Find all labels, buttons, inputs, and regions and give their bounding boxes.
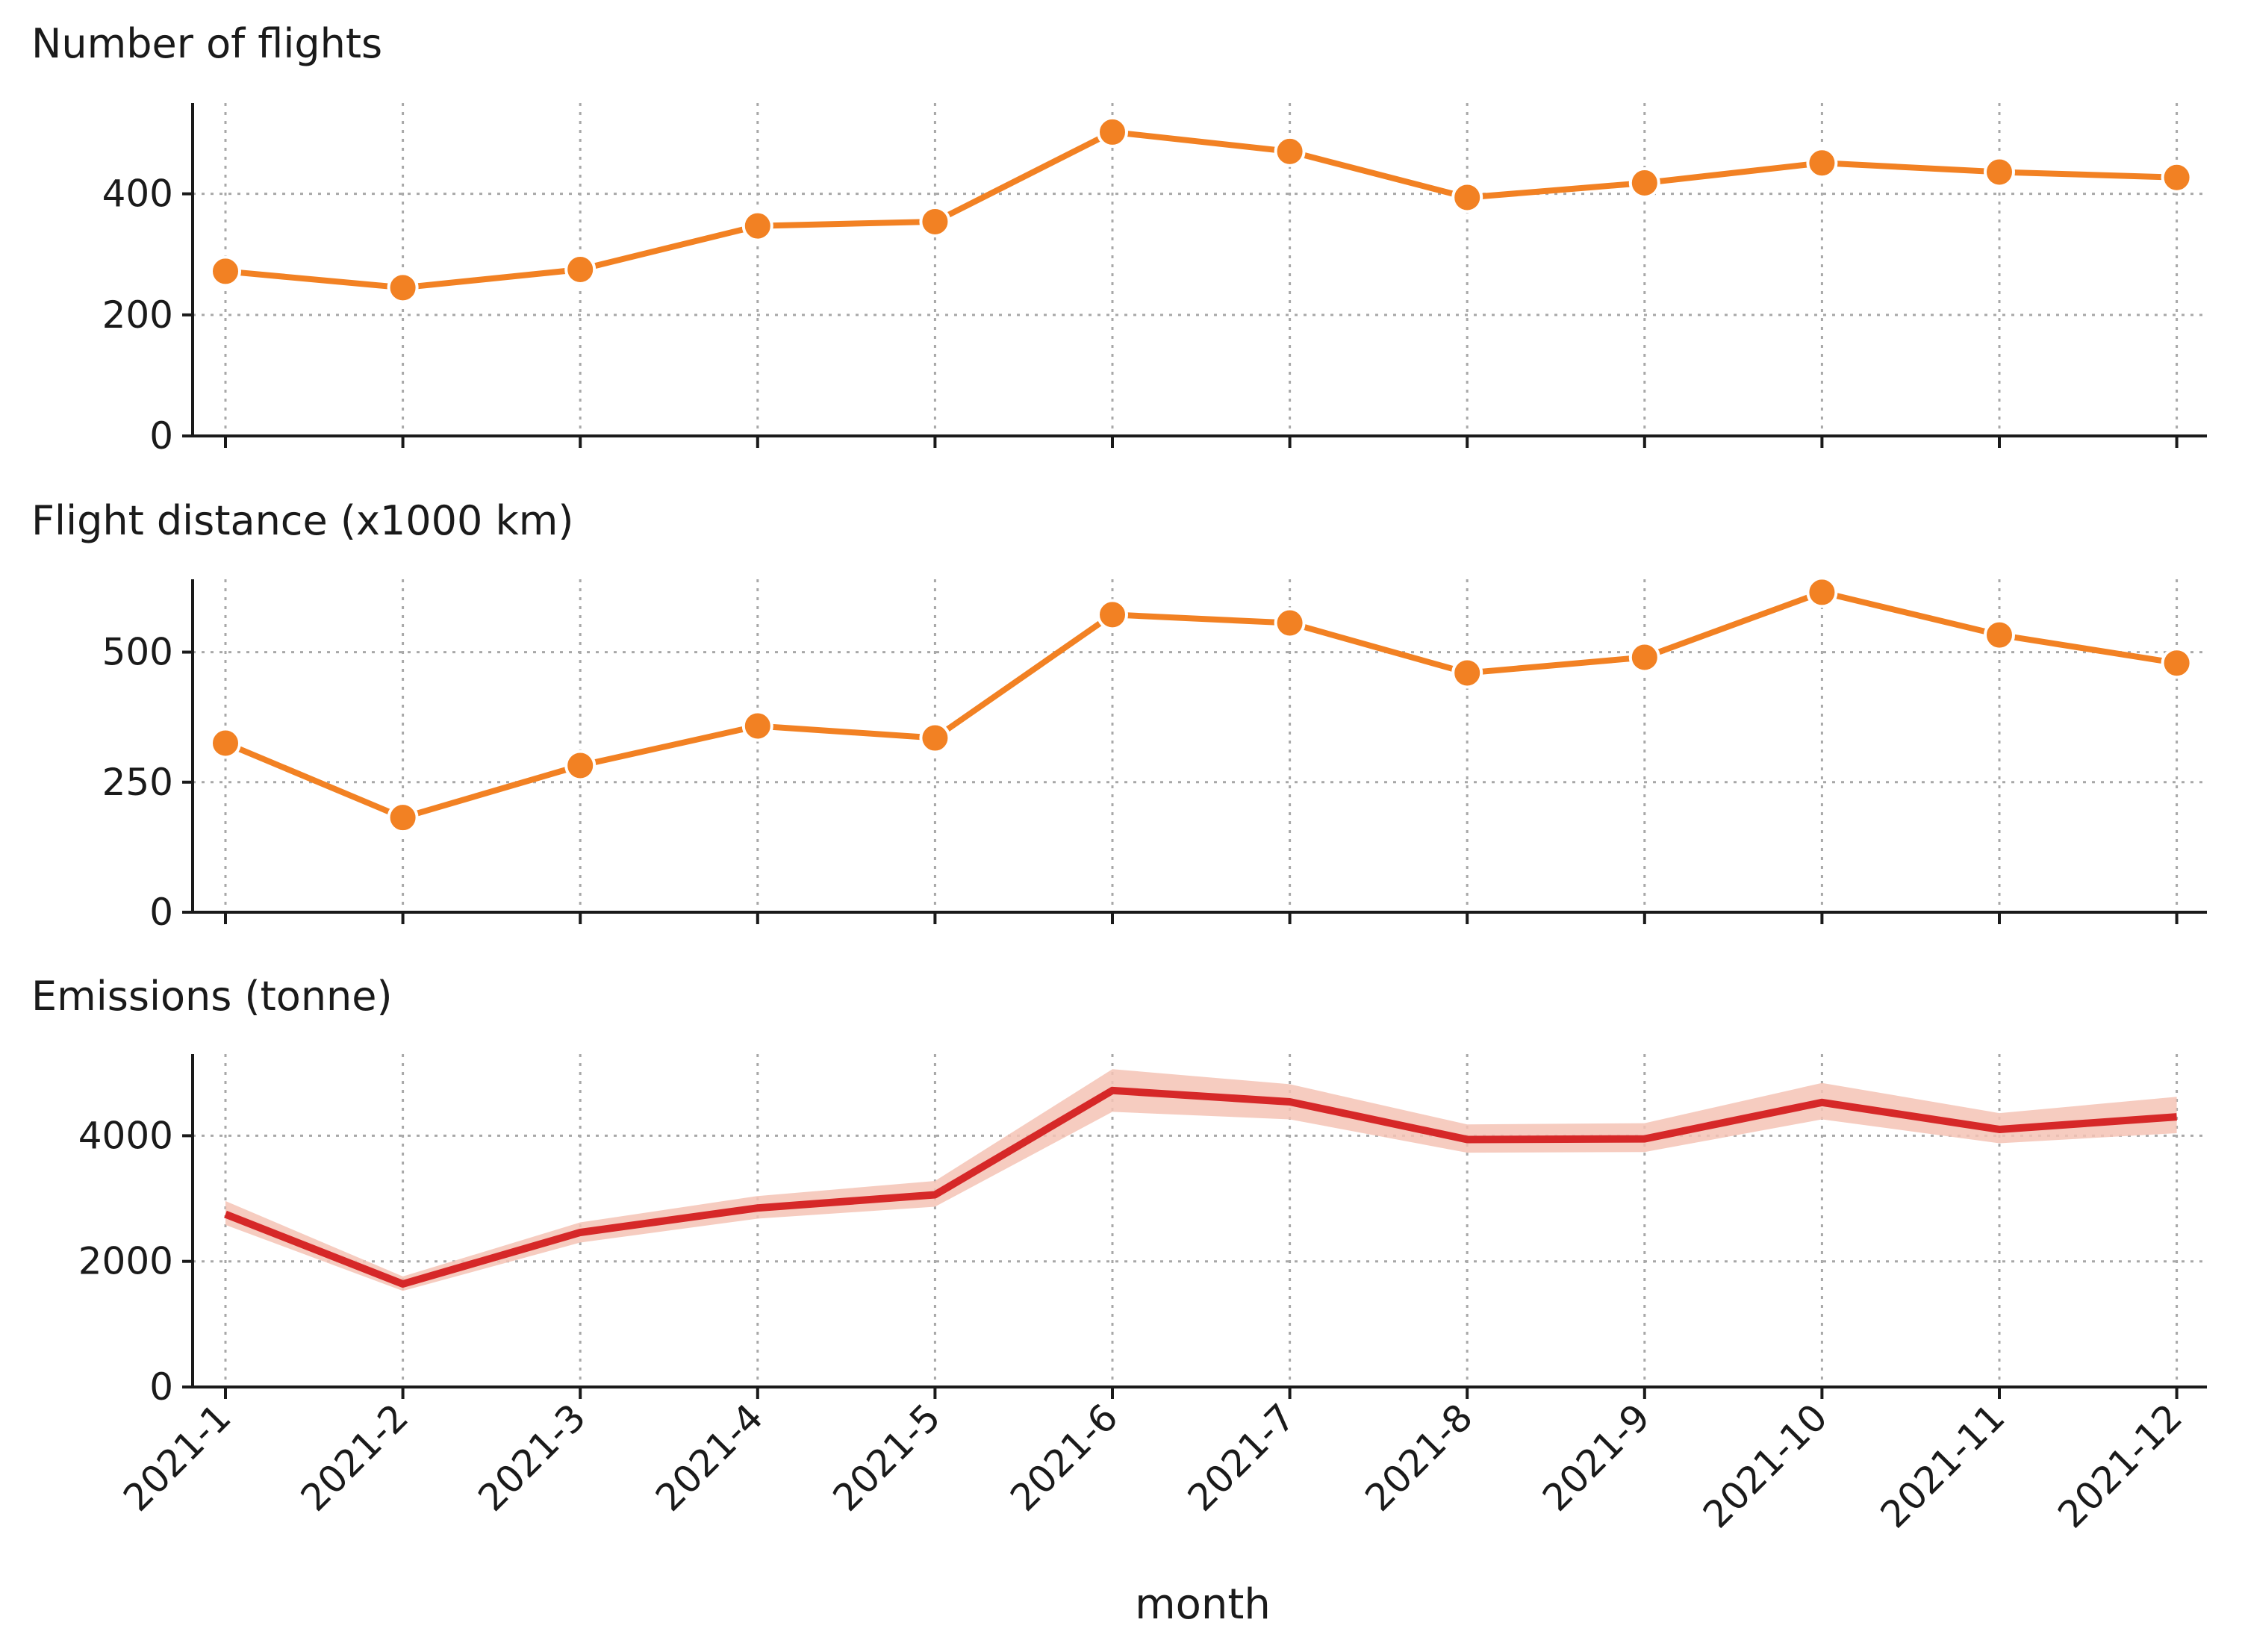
data-point-flight-distance-x1000-km-2021-11	[1984, 619, 2015, 651]
confidence-band	[225, 1069, 2177, 1291]
data-point-number-of-flights-2021-4	[741, 210, 773, 242]
panel-emissions: Emissions (tonne) 0 2000 4000 2021-1 2021-2 2…	[31, 973, 2207, 1536]
data-point-flight-distance-x1000-km-2021-9	[1628, 641, 1660, 673]
y-tick-label: 0	[149, 414, 173, 458]
series-line-flight-distance-x1000-km	[224, 589, 2178, 821]
series-line-number-of-flights	[225, 128, 2177, 291]
y-tick-label: 2000	[78, 1240, 173, 1283]
data-point-number-of-flights-2021-6	[1097, 116, 1128, 148]
x-axis-label: month	[1135, 1580, 1271, 1629]
data-point-number-of-flights-2021-9	[1628, 167, 1660, 199]
x-tick-label-2021-11: 2021-11	[1872, 1395, 2014, 1536]
data-point-number-of-flights-2021-12	[2161, 161, 2193, 193]
x-tick-label-2021-10: 2021-10	[1695, 1395, 1836, 1536]
panel-title-flight-distance: Flight distance (x1000 km)	[31, 497, 573, 544]
data-point-number-of-flights-2021-5	[919, 205, 951, 237]
data-point-number-of-flights-2021-1	[210, 255, 241, 287]
y-tick-label: 250	[102, 761, 173, 804]
data-point-flight-distance-x1000-km-2021-5	[919, 722, 951, 754]
y-tick-label: 0	[149, 1365, 173, 1409]
data-point-flight-distance-x1000-km-2021-12	[2161, 647, 2193, 679]
data-point-number-of-flights-2021-8	[1451, 181, 1483, 213]
x-tick-label-2021-8: 2021-8	[1357, 1395, 1480, 1519]
panel-title-emissions: Emissions (tonne)	[31, 973, 393, 1020]
x-tick-label-2021-1: 2021-1	[115, 1395, 239, 1519]
data-point-flight-distance-x1000-km-2021-4	[741, 710, 773, 742]
data-point-number-of-flights-2021-2	[387, 272, 419, 304]
panel-title-number-of-flights: Number of flights	[31, 20, 382, 67]
x-tick-label-2021-3: 2021-3	[470, 1395, 594, 1519]
y-tick-label: 0	[149, 891, 173, 934]
x-tick-label-2021-9: 2021-9	[1534, 1395, 1658, 1519]
data-point-number-of-flights-2021-10	[1806, 147, 1838, 179]
x-tick-label-2021-5: 2021-5	[825, 1395, 949, 1519]
data-point-flight-distance-x1000-km-2021-6	[1097, 599, 1128, 631]
data-point-flight-distance-x1000-km-2021-1	[210, 727, 241, 759]
data-point-flight-distance-x1000-km-2021-10	[1806, 576, 1838, 608]
panel-flight-distance: Flight distance (x1000 km) 0 250 500	[31, 497, 2207, 934]
y-tick-label: 500	[102, 631, 173, 674]
data-point-flight-distance-x1000-km-2021-8	[1451, 657, 1483, 689]
data-point-flight-distance-x1000-km-2021-7	[1274, 607, 1306, 639]
data-point-flight-distance-x1000-km-2021-2	[387, 802, 419, 834]
data-point-number-of-flights-2021-11	[1984, 156, 2015, 188]
x-tick-label-2021-2: 2021-2	[293, 1395, 417, 1519]
x-tick-label-2021-12: 2021-12	[2049, 1395, 2190, 1536]
data-point-number-of-flights-2021-3	[564, 254, 597, 285]
series-line-emissions-tonne	[224, 1086, 2177, 1288]
x-tick-label-2021-4: 2021-4	[647, 1395, 771, 1519]
data-point-number-of-flights-2021-7	[1274, 135, 1306, 167]
y-tick-label: 200	[102, 293, 173, 337]
y-tick-label: 400	[102, 172, 173, 216]
panel-number-of-flights: Number of flights 0 200 400	[31, 20, 2207, 458]
data-point-flight-distance-x1000-km-2021-3	[564, 749, 597, 782]
y-tick-label: 4000	[78, 1114, 173, 1157]
x-tick-label-2021-6: 2021-6	[1002, 1395, 1126, 1519]
x-tick-label-2021-7: 2021-7	[1180, 1395, 1304, 1519]
